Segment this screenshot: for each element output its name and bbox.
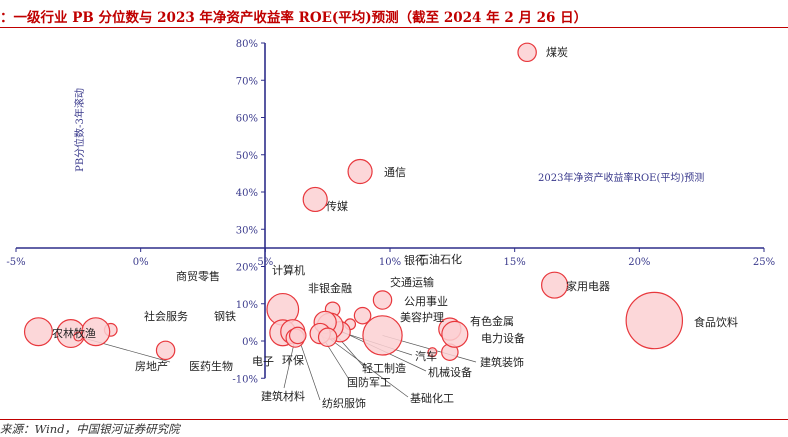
point-label: 社会服务 — [144, 309, 188, 323]
y-tick-label: 40% — [236, 188, 258, 199]
point-label: 建筑材料 — [261, 389, 305, 403]
point-label: 交通运输 — [390, 275, 434, 289]
point-label: 农林牧渔 — [52, 326, 96, 340]
leader-line — [327, 336, 409, 398]
axes-group — [15, 42, 765, 379]
point-label: 有色金属 — [470, 314, 514, 328]
point-label: 商贸零售 — [176, 269, 220, 283]
bubble — [23, 317, 53, 347]
point-label: 机械设备 — [428, 365, 472, 379]
point-label: 食品饮料 — [694, 315, 738, 329]
point-label: 电力设备 — [481, 331, 525, 345]
point-label: 建筑装饰 — [480, 355, 524, 369]
point-label: 医药生物 — [189, 359, 233, 373]
x-tick-label: 25% — [753, 257, 775, 268]
bubble — [302, 186, 328, 213]
bubble — [625, 291, 684, 350]
y-tick-label: 80% — [236, 39, 258, 50]
bubble — [317, 327, 338, 348]
x-axis-title: 2023年净资产收益率ROE(平均)预测 — [538, 171, 704, 184]
point-label: 纺织服饰 — [322, 396, 366, 410]
point-label: 电子 — [252, 355, 274, 368]
y-tick-label: 70% — [236, 76, 258, 87]
leader-line — [297, 335, 321, 401]
bubble — [441, 320, 469, 348]
point-label: 美容护理 — [400, 310, 444, 324]
bubble — [517, 42, 537, 63]
bubble — [427, 347, 438, 358]
bubble — [347, 158, 373, 185]
point-label: 汽车 — [415, 349, 437, 363]
x-tick-label: 0% — [133, 257, 149, 268]
x-tick-label: -5% — [6, 257, 25, 268]
point-label: 环保 — [282, 353, 304, 367]
bubble — [81, 317, 111, 347]
x-tick-label: 5% — [257, 257, 273, 268]
y-tick-label: -10% — [232, 374, 258, 385]
tick-labels-group: -5% 0% 5% 10% 15% 20% 25% -10% 0% 10% 20% 30% 40% 50%… — [6, 39, 775, 385]
title-divider — [0, 27, 788, 28]
bubble — [288, 326, 307, 345]
point-label: 非银金融 — [308, 281, 352, 295]
y-tick-label: 20% — [236, 263, 258, 274]
y-tick-label: 10% — [236, 300, 258, 311]
point-label: 国防军工 — [347, 375, 391, 389]
source-note: 来源：Wind，中国银河证券研究院 — [0, 422, 180, 436]
point-label: 家用电器 — [566, 279, 610, 293]
point-label: 银行 — [404, 253, 426, 267]
bubble — [372, 290, 393, 310]
y-tick-label: 30% — [236, 225, 258, 236]
page-title: ：一级行业 PB 分位数与 2023 年净资产收益率 ROE(平均)预测（截至 … — [0, 10, 588, 26]
point-label: 轻工制造 — [362, 361, 406, 375]
point-label: 房地产 — [135, 359, 168, 373]
bubble — [155, 340, 176, 361]
y-tick-label: 60% — [236, 114, 258, 125]
point-label: 钢铁 — [214, 310, 236, 323]
point-label: 传媒 — [326, 200, 348, 213]
y-tick-label: 0% — [242, 337, 258, 348]
point-label: 计算机 — [272, 263, 305, 277]
y-axis-title: PB分位数-3年滚动 — [73, 88, 86, 172]
point-label: 通信 — [384, 166, 406, 179]
x-tick-label: 10% — [379, 257, 401, 268]
bubbles-group — [23, 42, 684, 361]
source-divider — [0, 419, 788, 420]
point-label: 公用事业 — [404, 295, 448, 308]
y-tick-label: 50% — [236, 151, 258, 162]
x-tick-label: 15% — [504, 257, 526, 268]
point-label: 石油石化 — [418, 252, 462, 266]
point-label: 煤炭 — [546, 46, 568, 59]
point-label: 基础化工 — [410, 391, 454, 405]
bubble — [353, 306, 372, 325]
bubble — [541, 271, 569, 299]
bubble — [362, 315, 403, 356]
x-tick-label: 20% — [628, 257, 650, 268]
